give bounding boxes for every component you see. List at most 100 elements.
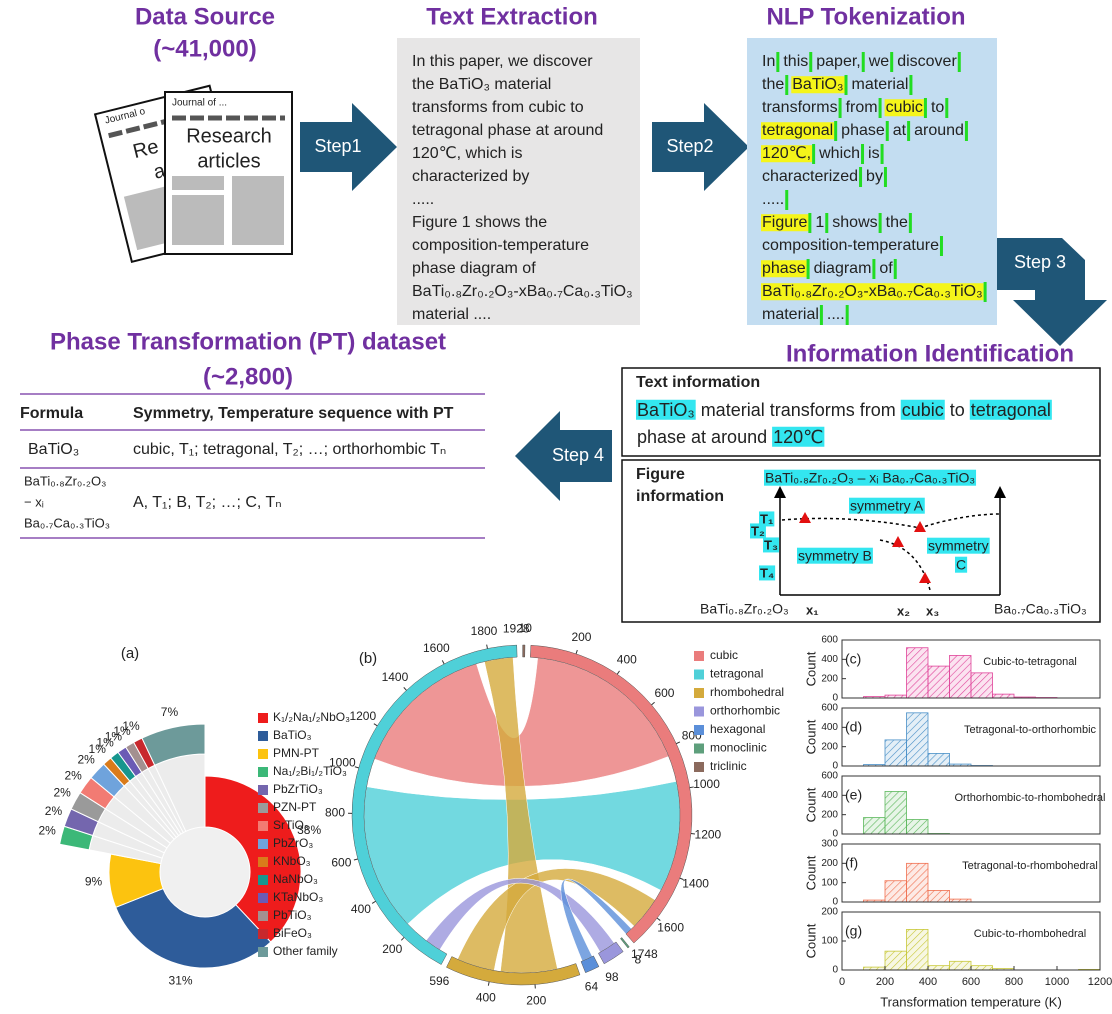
region-label: symmetry B (798, 548, 872, 564)
y-tick-label: 0 (832, 965, 838, 976)
formula: BaTi₀.₈Zr₀.₂O₃ – xᵢ Ba₀.₇Ca₀.₃TiO₃ (765, 470, 975, 486)
tick-mark (676, 741, 681, 745)
journal-label: Journal of ... (172, 98, 227, 109)
y-axis-label: Count (803, 855, 818, 890)
axes-frame (841, 639, 1101, 699)
legend-label: PbZrTiO₃ (273, 782, 323, 796)
table-cell: A, T₁; B, T₂; …; C, Tₙ (133, 494, 282, 511)
slice (115, 887, 272, 969)
highlight (955, 556, 968, 573)
highlight (750, 523, 766, 539)
extraction-box (397, 38, 640, 325)
histogram-bar (949, 960, 972, 971)
tick-label: 600 (331, 856, 351, 870)
token-boundary (861, 52, 865, 72)
data-label: 2% (78, 753, 96, 767)
text-line: BaTi₀.₈Zr₀.₂O₃-xBa₀.₇Ca₀.₃TiO₃ (412, 283, 633, 300)
token-boundary (939, 236, 943, 256)
group-total: 1928 (503, 621, 530, 635)
token: 1 (815, 214, 824, 231)
tick-mark (371, 900, 376, 904)
data-label: 31% (169, 973, 193, 987)
step-label: Step 4 (552, 445, 604, 465)
temperature-label: T₃ (764, 537, 778, 552)
histogram-bar (927, 665, 950, 699)
highlight (772, 426, 825, 447)
highlight (900, 399, 945, 420)
tick-label: 1400 (682, 877, 709, 891)
histogram-bar (927, 753, 950, 767)
arrow (300, 103, 397, 191)
axes-frame (841, 775, 1101, 835)
highlight (761, 145, 813, 163)
data-label: 38% (297, 823, 321, 837)
y-tick-label: 400 (821, 722, 838, 733)
token: material (852, 76, 909, 93)
histogram-bar (884, 880, 907, 903)
token-boundary (819, 305, 823, 325)
token: BaTiO₃ (792, 76, 843, 93)
group-total: 8 (635, 953, 642, 967)
token-boundary (776, 52, 780, 72)
tick-mark (616, 670, 620, 675)
tick-mark (354, 766, 359, 769)
highlight (927, 537, 990, 554)
token: is (868, 145, 880, 162)
token: material (762, 306, 819, 323)
token: cubic (902, 400, 944, 420)
token: BaTiO₃ (637, 400, 695, 420)
legend-label: SrTiO₃ (273, 818, 309, 832)
table-cell: − xᵢ (24, 494, 44, 509)
token-boundary (878, 98, 882, 118)
histogram-bar (970, 672, 993, 699)
y-axis-label: Count (803, 651, 818, 686)
data-label: 2% (38, 824, 56, 838)
y-axis-label: Count (803, 923, 818, 958)
data-label: 1% (113, 724, 131, 738)
tick-mark (353, 858, 358, 861)
highlight (764, 469, 977, 486)
tick-mark (656, 917, 661, 921)
data-label: 1% (122, 719, 140, 733)
histogram-bar (884, 739, 907, 767)
end-member: Ba₀.₇Ca₀.₃TiO₃ (994, 601, 1087, 617)
legend-swatch (694, 688, 704, 698)
legend-label: monoclinic (710, 741, 767, 755)
token-boundary (785, 190, 789, 210)
tick-mark (575, 649, 578, 654)
panel-label: (f) (845, 855, 858, 871)
legend-swatch (258, 875, 268, 885)
arrow (997, 238, 1107, 346)
figure-info-box (621, 459, 1101, 623)
token-boundary (838, 98, 842, 118)
paper-text: articles (197, 150, 260, 172)
y-tick-label: 200 (821, 809, 838, 820)
token: the (886, 214, 908, 231)
transition-markers (799, 512, 931, 583)
tick-label: 1000 (693, 777, 720, 791)
highlight (761, 260, 807, 278)
step-label: Step1 (314, 136, 361, 156)
tick-label: 1000 (329, 755, 356, 769)
y-tick-label: 600 (821, 771, 838, 782)
table-header: Symmetry, Temperature sequence with PT (133, 405, 454, 422)
token: material transforms from (701, 400, 896, 420)
panel-label: (b) (359, 650, 377, 667)
histogram-bar (906, 929, 929, 971)
token: discover (897, 53, 957, 70)
arrow (515, 411, 612, 501)
token-boundary (945, 98, 949, 118)
token: cubic (886, 99, 923, 116)
token-boundary (878, 213, 882, 233)
group-total: 98 (605, 970, 619, 984)
y-tick-label: 200 (821, 741, 838, 752)
tick-label: 1400 (382, 670, 409, 684)
token-boundary (890, 52, 894, 72)
paper-text: Research (186, 125, 272, 147)
text-line: material .... (412, 306, 491, 323)
data-label: 2% (64, 768, 82, 782)
x-axis-label: Transformation temperature (K) (880, 994, 1062, 1009)
y-axis-label: Count (803, 787, 818, 822)
token-boundary (808, 213, 812, 233)
highlight (763, 537, 779, 553)
